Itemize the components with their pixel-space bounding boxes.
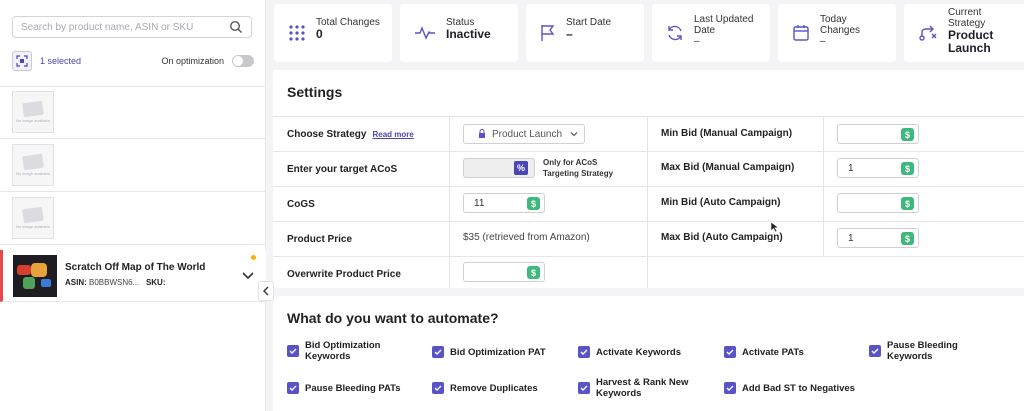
automation-panel: What do you want to automate? Bid Optimi…: [273, 296, 1024, 411]
dollar-icon: $: [901, 162, 914, 175]
list-item[interactable]: No image available: [0, 140, 266, 192]
check-icon: [432, 346, 444, 358]
flag-icon: [541, 25, 555, 41]
product-thumbnail: [13, 255, 57, 297]
search-input[interactable]: [21, 21, 229, 33]
cogs-input[interactable]: 11 $: [463, 193, 545, 213]
pulse-icon: [415, 26, 435, 40]
no-image-placeholder: No image available: [12, 197, 54, 239]
route-icon: [919, 25, 937, 41]
calendar-icon: [793, 25, 809, 41]
status-dot: [251, 255, 256, 260]
min-bid-manual-input[interactable]: $: [837, 124, 919, 144]
product-price-value: $35 (retrieved from Amazon): [463, 232, 590, 243]
product-price-label: Product Price: [287, 233, 353, 245]
dollar-icon: $: [901, 197, 914, 210]
overwrite-price-label: Overwrite Product Price: [287, 268, 401, 280]
divider: [647, 116, 648, 288]
checkbox-activate-pats[interactable]: Activate PATs: [724, 346, 804, 358]
select-all-icon[interactable]: [12, 51, 32, 71]
optimization-label: On optimization: [161, 56, 224, 66]
stat-today-changes: Today Changes –: [778, 4, 896, 62]
checkbox-pause-bleeding-pats[interactable]: Pause Bleeding PATs: [287, 382, 401, 394]
product-sidebar: 1 selected On optimization No image avai…: [0, 0, 266, 411]
divider: [823, 116, 824, 256]
acos-note: Only for ACoS Targeting Strategy: [543, 158, 614, 178]
dollar-icon: $: [901, 232, 914, 245]
checkbox-bid-optimization-keywords[interactable]: Bid Optimization Keywords: [287, 340, 380, 362]
dollar-icon: $: [901, 128, 914, 141]
product-meta: ASIN: B0BBWSN6... SKU:: [65, 278, 166, 287]
selection-row: 1 selected On optimization: [12, 50, 254, 72]
settings-title: Settings: [287, 84, 343, 100]
strategy-select[interactable]: Product Launch: [463, 124, 585, 144]
check-icon: [578, 346, 590, 358]
choose-strategy-label: Choose Strategy: [287, 128, 367, 140]
settings-grid: Choose Strategy Read more Enter your targ…: [273, 116, 1024, 292]
check-icon: [578, 382, 590, 394]
target-acos-label: Enter your target ACoS: [287, 163, 398, 175]
grid-dots-icon: [289, 25, 305, 41]
check-icon: [287, 382, 299, 394]
min-bid-auto-label: Min Bid (Auto Campaign): [661, 197, 781, 208]
divider: [449, 116, 450, 288]
product-title: Scratch Off Map of The World: [65, 262, 206, 273]
overwrite-price-input[interactable]: $: [463, 262, 545, 282]
collapse-sidebar-button[interactable]: [258, 281, 274, 301]
target-acos-input[interactable]: %: [463, 158, 535, 178]
search-icon[interactable]: [229, 20, 243, 34]
status-value: Inactive: [446, 26, 491, 41]
max-bid-auto-label: Max Bid (Auto Campaign): [661, 232, 783, 243]
dollar-icon: $: [527, 197, 540, 210]
max-bid-auto-input[interactable]: 1 $: [837, 228, 919, 248]
stat-start-date: Start Date –: [526, 4, 644, 62]
settings-panel: Settings Choose Strategy Read more Enter …: [273, 70, 1024, 288]
stat-current-strategy: Current Strategy Product Launch: [904, 4, 1024, 62]
cogs-label: CoGS: [287, 198, 315, 210]
list-item[interactable]: No image available: [0, 193, 266, 245]
min-bid-manual-label: Min Bid (Manual Campaign): [661, 128, 793, 139]
lock-icon: [479, 129, 485, 138]
current-strategy-value: Product: [948, 27, 994, 42]
list-item-selected[interactable]: Scratch Off Map of The World ASIN: B0BBW…: [0, 250, 266, 302]
no-image-placeholder: No image available: [12, 144, 54, 186]
divider: [0, 86, 266, 87]
start-date-value: –: [566, 26, 573, 41]
optimization-toggle[interactable]: [232, 55, 254, 67]
read-more-link[interactable]: Read more: [372, 129, 414, 139]
refresh-icon: [668, 25, 682, 41]
checkbox-harvest-rank-keywords[interactable]: Harvest & Rank New Keywords: [578, 377, 688, 399]
dollar-icon: $: [527, 266, 540, 279]
product-search[interactable]: [12, 16, 252, 38]
checkbox-activate-keywords[interactable]: Activate Keywords: [578, 346, 681, 358]
stat-total-changes: Total Changes 0: [274, 4, 392, 62]
last-updated-value: –: [694, 35, 700, 47]
checkbox-bid-optimization-pat[interactable]: Bid Optimization PAT: [432, 346, 546, 358]
automation-title: What do you want to automate?: [287, 310, 499, 326]
checkbox-pause-bleeding-keywords[interactable]: Pause Bleeding Keywords: [869, 340, 958, 362]
max-bid-manual-label: Max Bid (Manual Campaign): [661, 162, 795, 173]
min-bid-auto-input[interactable]: $: [837, 193, 919, 213]
checkbox-remove-duplicates[interactable]: Remove Duplicates: [432, 382, 538, 394]
total-changes-value: 0: [316, 26, 323, 41]
check-icon: [432, 382, 444, 394]
chevron-down-icon: [570, 132, 578, 137]
list-item[interactable]: No image available: [0, 87, 266, 139]
checkbox-add-bad-st-negatives[interactable]: Add Bad ST to Negatives: [724, 382, 855, 394]
percent-icon: %: [514, 161, 528, 175]
stat-status: Status Inactive: [400, 4, 518, 62]
max-bid-manual-input[interactable]: 1 $: [837, 158, 919, 178]
check-icon: [724, 346, 736, 358]
check-icon: [724, 382, 736, 394]
mouse-cursor-icon: [770, 221, 780, 233]
chevron-down-icon[interactable]: [241, 268, 255, 282]
check-icon: [869, 345, 881, 357]
chevron-left-icon: [263, 286, 269, 296]
no-image-placeholder: No image available: [12, 91, 54, 133]
today-changes-value: –: [820, 35, 826, 47]
stat-last-updated: Last Updated Date –: [652, 4, 770, 62]
selected-count: 1 selected: [40, 56, 82, 66]
check-icon: [287, 345, 299, 357]
